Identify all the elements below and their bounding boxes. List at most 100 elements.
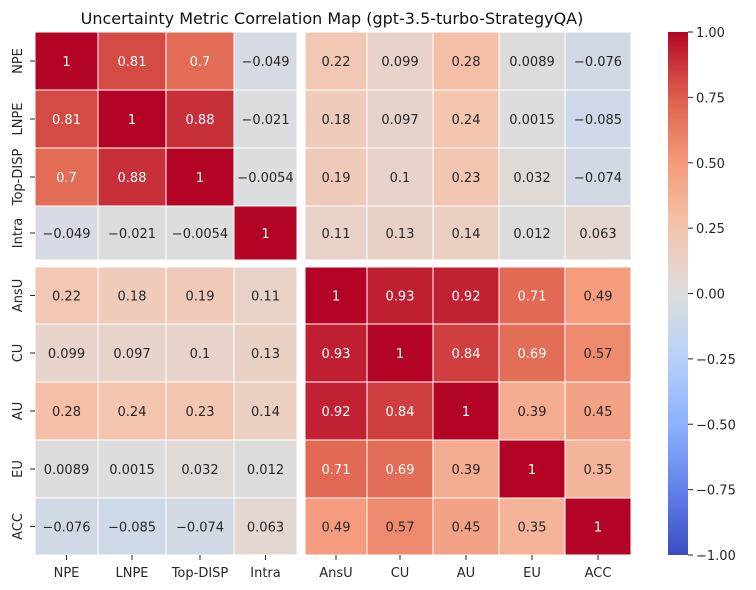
heatmap-cell-Top-DISP-ACC bbox=[564, 147, 632, 207]
heatmap-cell-CU-CU bbox=[366, 323, 434, 383]
cell-value-label: 0.22 bbox=[322, 55, 351, 70]
cell-value-label: 0.39 bbox=[452, 463, 481, 478]
cell-value-label: 0.0089 bbox=[509, 55, 555, 70]
cell-value-label: 0.032 bbox=[513, 171, 550, 186]
cell-value-label: 1 bbox=[528, 463, 536, 478]
y-tick-label-ACC: ACC bbox=[11, 513, 26, 540]
cell-value-label: 0.57 bbox=[584, 347, 613, 362]
heatmap-cell-CU-ACC bbox=[564, 323, 632, 383]
cell-value-label: −0.021 bbox=[241, 113, 289, 128]
colorbar-tick-label: −1.00 bbox=[696, 549, 736, 564]
heatmap-cell-LNPE-AnsU bbox=[304, 89, 368, 149]
cell-value-label: 0.7 bbox=[56, 171, 77, 186]
heatmap-cell-CU-Intra bbox=[233, 323, 298, 383]
heatmap-cell-AU-NPE bbox=[34, 381, 99, 441]
cell-value-label: 0.063 bbox=[247, 521, 284, 536]
heatmap-cell-LNPE-NPE bbox=[34, 89, 99, 149]
y-tick-label-AnsU: AnsU bbox=[11, 279, 26, 312]
x-tick-label-LNPE: LNPE bbox=[115, 566, 148, 581]
y-tick-labels: NPE LNPE Top-DISP Intra AnsU CU AU EU ACC bbox=[11, 48, 35, 540]
x-tick-label-NPE: NPE bbox=[54, 566, 80, 581]
cell-value-label: 0.18 bbox=[118, 290, 147, 305]
cell-value-label: 0.93 bbox=[322, 347, 351, 362]
cell-value-label: 0.13 bbox=[386, 227, 415, 242]
colorbar-tick-label: 0.25 bbox=[696, 222, 725, 237]
x-tick-labels: NPE LNPE Top-DISP Intra AnsU CU AU EU ACC bbox=[54, 555, 612, 581]
heatmap-cell-ACC-ACC bbox=[564, 497, 632, 556]
x-tick-label-ACC: ACC bbox=[585, 566, 612, 581]
x-tick-label-EU: EU bbox=[523, 566, 541, 581]
y-tick-label-CU: CU bbox=[11, 344, 26, 363]
heatmap-cell-AnsU-Intra bbox=[233, 266, 298, 325]
cell-value-label: 0.097 bbox=[113, 347, 150, 362]
heatmap-cell-ACC-Intra bbox=[233, 497, 298, 556]
heatmap-cell-NPE-Top-DISP bbox=[165, 31, 235, 91]
heatmap-cell-NPE-LNPE bbox=[97, 31, 167, 91]
heatmap-cell-LNPE-AU bbox=[432, 89, 500, 149]
cell-value-label: 0.24 bbox=[118, 405, 147, 420]
colorbar-tick-label: 0.00 bbox=[696, 288, 725, 303]
y-tick-label-EU: EU bbox=[11, 460, 26, 478]
cell-value-label: 0.19 bbox=[186, 290, 215, 305]
cell-value-label: −0.085 bbox=[108, 521, 156, 536]
heatmap-cell-ACC-CU bbox=[366, 497, 434, 556]
cell-value-label: 0.49 bbox=[584, 290, 613, 305]
heatmap-cell-Intra-ACC bbox=[564, 205, 632, 261]
x-tick-label-Top-DISP: Top-DISP bbox=[171, 566, 229, 581]
heatmap-cell-Intra-AU bbox=[432, 205, 500, 261]
cell-value-label: −0.049 bbox=[42, 227, 90, 242]
heatmap-cell-EU-CU bbox=[366, 439, 434, 499]
cell-value-label: 0.097 bbox=[381, 113, 418, 128]
cell-value-label: 0.88 bbox=[118, 171, 147, 186]
cell-value-label: 1 bbox=[332, 290, 340, 305]
cell-value-label: −0.074 bbox=[176, 521, 224, 536]
cell-value-label: 0.11 bbox=[251, 290, 280, 305]
heatmap-cell-EU-AU bbox=[432, 439, 500, 499]
y-tick-label-AU: AU bbox=[11, 402, 26, 420]
cell-value-label: 0.71 bbox=[322, 463, 351, 478]
colorbar-tick-label: −0.75 bbox=[696, 484, 736, 499]
heatmap-cell-CU-AnsU bbox=[304, 323, 368, 383]
cell-value-label: 0.57 bbox=[386, 521, 415, 536]
cell-value-label: 1 bbox=[462, 405, 470, 420]
x-tick-label-CU: CU bbox=[391, 566, 410, 581]
cell-value-label: 0.063 bbox=[579, 227, 616, 242]
cell-value-label: −0.0054 bbox=[172, 227, 228, 242]
heatmap-cell-ACC-LNPE bbox=[97, 497, 167, 556]
cell-value-label: 0.032 bbox=[181, 463, 218, 478]
heatmap-cell-AnsU-AU bbox=[432, 266, 500, 325]
cell-value-label: 0.0089 bbox=[44, 463, 90, 478]
heatmap-cell-AnsU-ACC bbox=[564, 266, 632, 325]
cell-value-label: 0.28 bbox=[52, 405, 81, 420]
cell-value-label: 1 bbox=[128, 113, 136, 128]
colorbar-tick-label: 1.00 bbox=[696, 26, 725, 41]
cell-value-label: 0.13 bbox=[251, 347, 280, 362]
heatmap-cell-LNPE-EU bbox=[498, 89, 566, 149]
heatmap-cell-EU-Intra bbox=[233, 439, 298, 499]
cell-value-label: 0.23 bbox=[186, 405, 215, 420]
cell-value-label: 0.84 bbox=[452, 347, 481, 362]
y-tick-label-NPE: NPE bbox=[11, 48, 26, 74]
cell-value-label: 0.88 bbox=[186, 113, 215, 128]
heatmap-cell-LNPE-ACC bbox=[564, 89, 632, 149]
cell-value-label: 0.012 bbox=[247, 463, 284, 478]
colorbar-bar bbox=[668, 32, 688, 555]
cell-value-label: 1 bbox=[261, 227, 269, 242]
heatmap-cell-EU-Top-DISP bbox=[165, 439, 235, 499]
heatmap-cell-AU-LNPE bbox=[97, 381, 167, 441]
heatmap-cell-CU-EU bbox=[498, 323, 566, 383]
cell-value-label: −0.076 bbox=[42, 521, 90, 536]
colorbar-tick-label: 0.50 bbox=[696, 157, 725, 172]
cell-value-label: 0.19 bbox=[322, 171, 351, 186]
heatmap-cell-NPE-NPE bbox=[34, 31, 99, 91]
cell-value-label: 0.45 bbox=[584, 405, 613, 420]
heatmap-cell-ACC-AnsU bbox=[304, 497, 368, 556]
heatmap-cell-CU-LNPE bbox=[97, 323, 167, 383]
cell-value-label: 0.11 bbox=[322, 227, 351, 242]
x-tick-label-AnsU: AnsU bbox=[319, 566, 352, 581]
cell-value-label: 0.0015 bbox=[509, 113, 555, 128]
cell-value-label: −0.0054 bbox=[237, 171, 293, 186]
cell-value-label: 0.71 bbox=[518, 290, 547, 305]
cell-value-label: 1 bbox=[62, 55, 70, 70]
